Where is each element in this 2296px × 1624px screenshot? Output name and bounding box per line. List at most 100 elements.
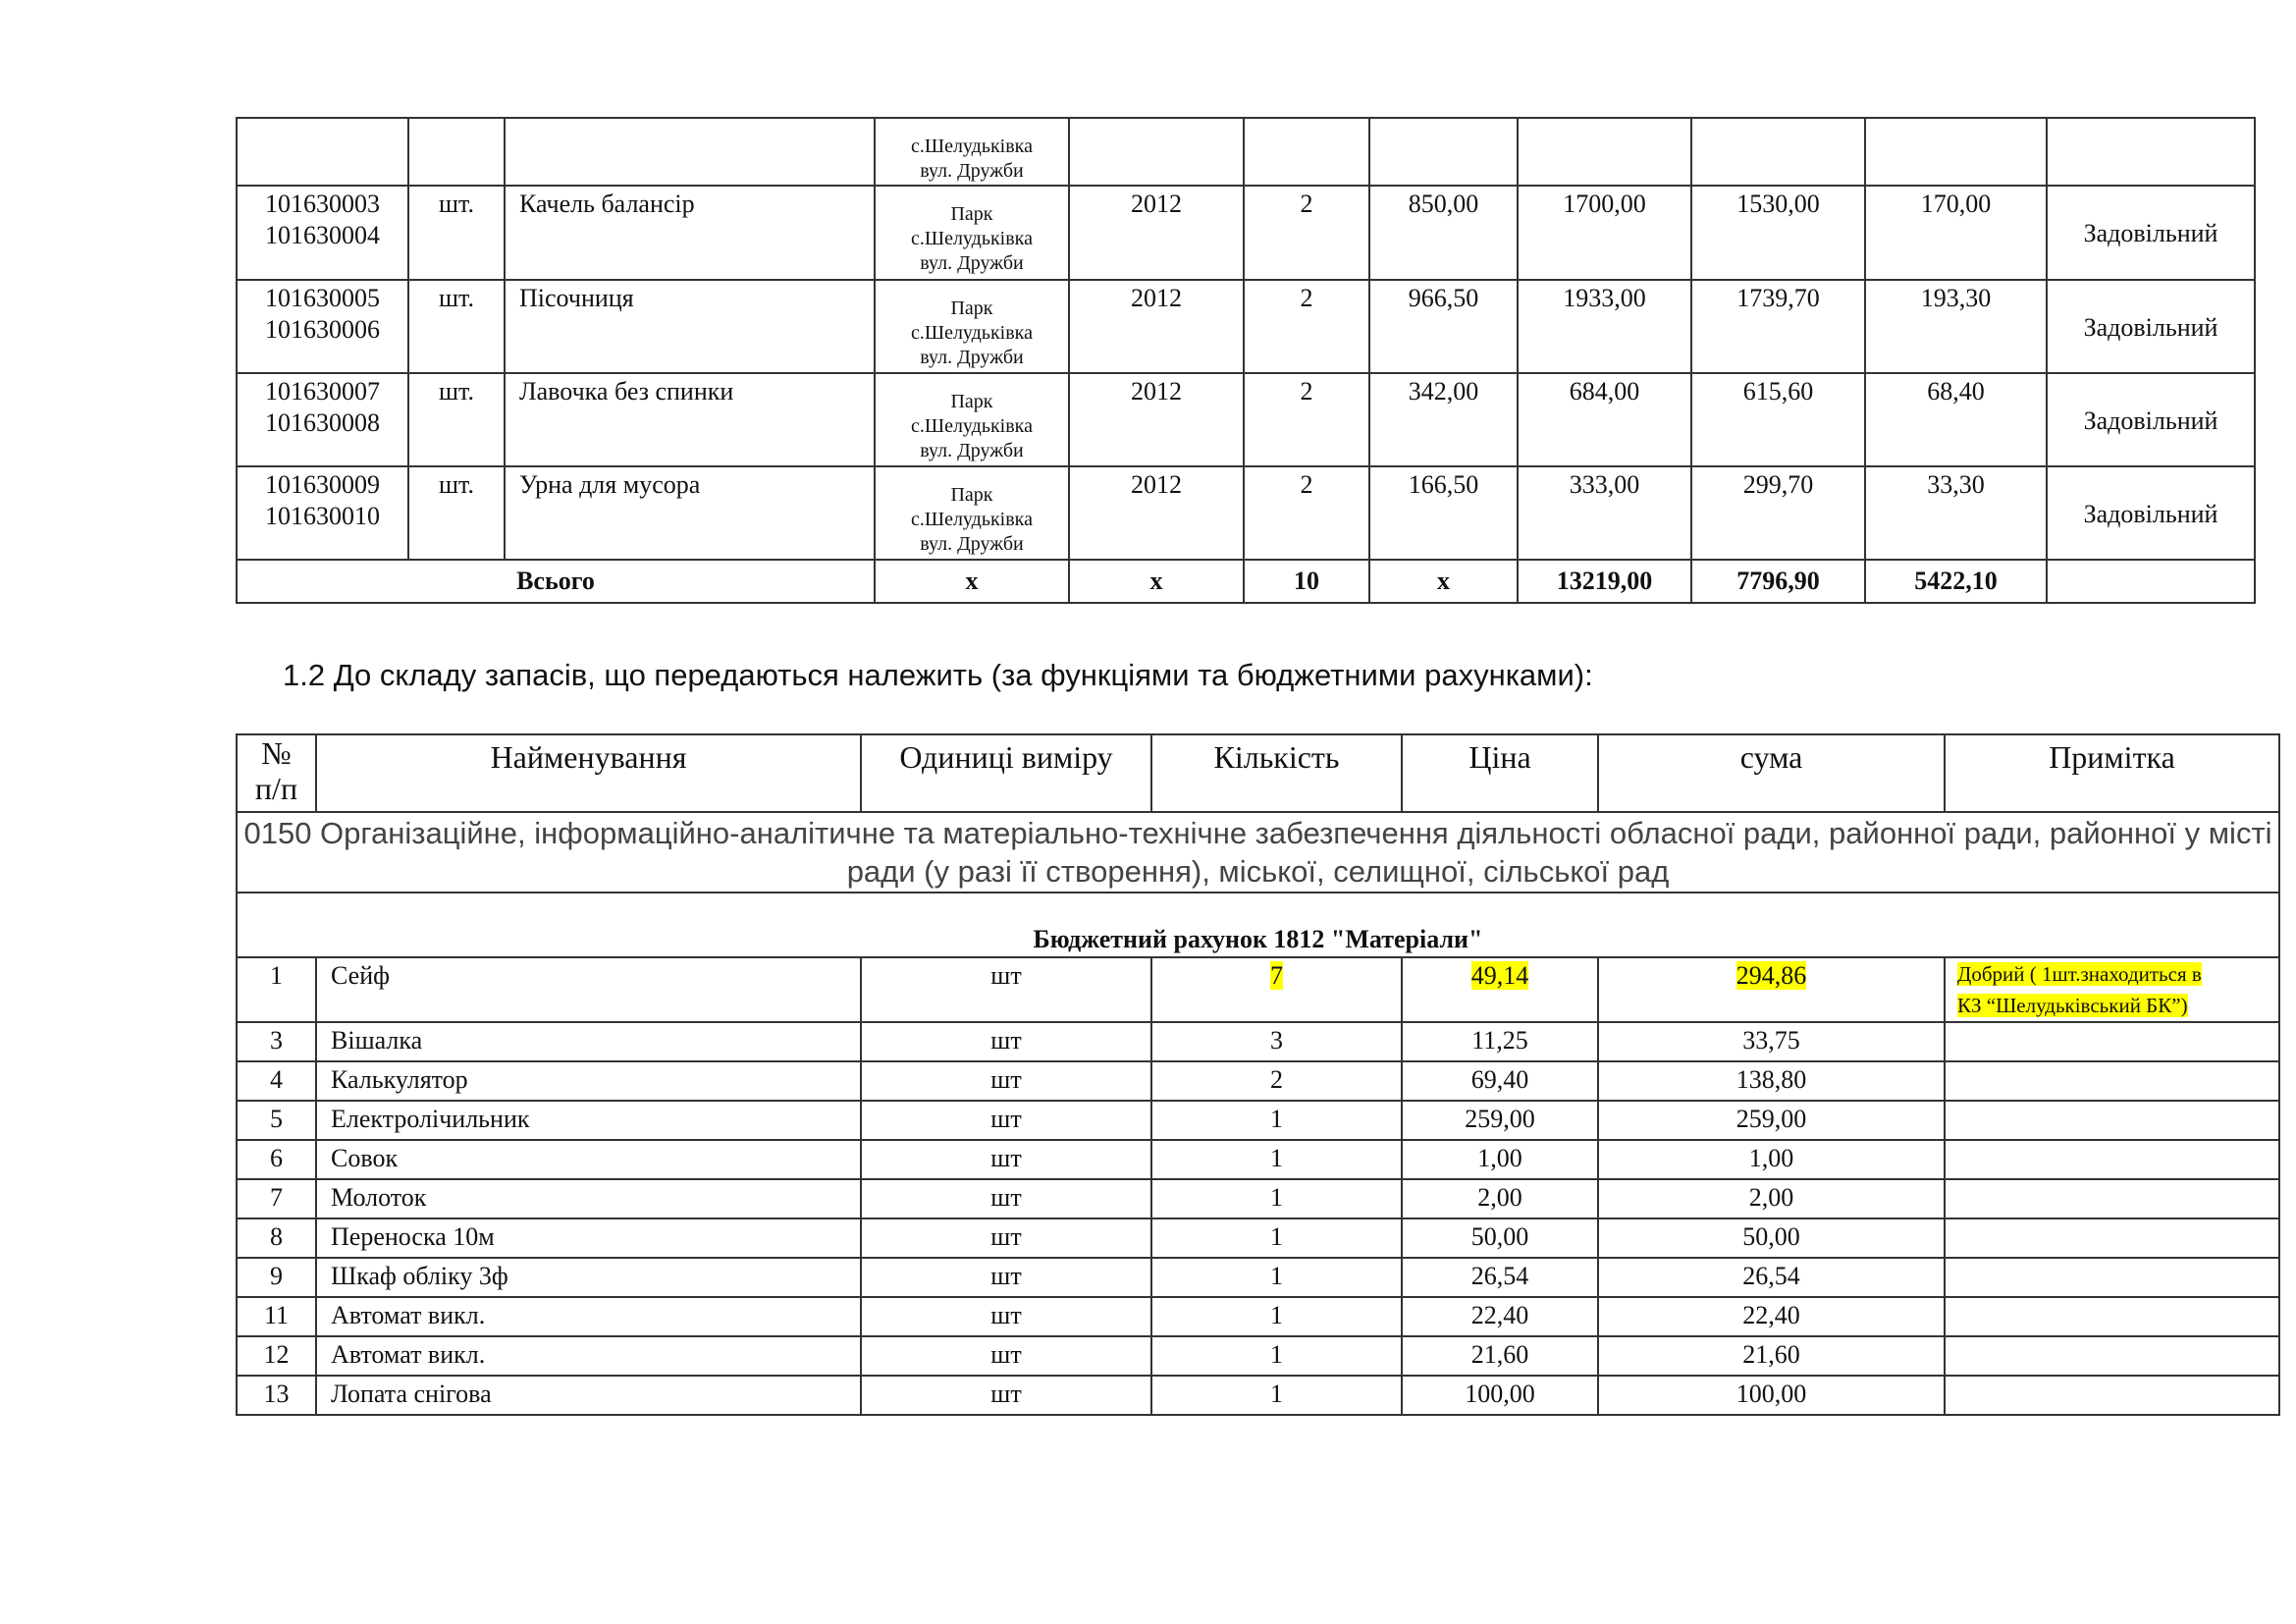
inventory-codes: 101630005 101630006 [236, 279, 409, 374]
sum-value: 1,00 [1748, 1144, 1794, 1172]
header-row: № п/п Найменування Одиниці виміру Кількіс… [236, 733, 2280, 813]
qty-value: 1 [1270, 1183, 1283, 1212]
section-heading: 1.2 До складу запасів, що передаються на… [283, 658, 1593, 692]
inventory-codes: 101630003 101630004 [236, 185, 409, 281]
note-cell [1944, 1296, 2280, 1337]
price-cell: 11,25 [1401, 1021, 1599, 1062]
num-cell: 5 [236, 1100, 317, 1141]
year-cell: 2012 [1068, 279, 1245, 374]
qty-value: 1 [1270, 1144, 1283, 1172]
header-qty: Кількість [1150, 733, 1403, 813]
sum-cell: 50,00 [1597, 1218, 1946, 1259]
empty-cell [1368, 117, 1519, 187]
inventory-code: 101630005 [265, 284, 380, 312]
qty-value: 7 [1270, 961, 1283, 990]
sum-cell: 2,00 [1597, 1178, 1946, 1219]
location-line: Парк [950, 391, 993, 412]
table-row: 3 Вішалка шт 3 11,25 33,75 [236, 1021, 2280, 1062]
num-cell: 7 [236, 1178, 317, 1219]
name-cell: Лопата снігова [315, 1375, 862, 1416]
header-sum: сума [1597, 733, 1946, 813]
num-cell: 8 [236, 1218, 317, 1259]
unit-cell: шт. [407, 185, 506, 281]
price-value: 49,14 [1470, 961, 1529, 990]
unit-cell: шт. [407, 372, 506, 467]
sum-value: 26,54 [1742, 1262, 1800, 1290]
empty-cell [1864, 117, 2048, 187]
sum-value: 22,40 [1742, 1301, 1800, 1329]
name-cell: Переноска 10м [315, 1218, 862, 1259]
num-cell: 4 [236, 1060, 317, 1102]
name-cell: Молоток [315, 1178, 862, 1219]
inventory-code: 101630010 [265, 502, 380, 530]
inventory-code: 101630006 [265, 315, 380, 344]
total-price: х [1368, 559, 1519, 604]
total-cell: 684,00 [1517, 372, 1692, 467]
location-line: с.Шелудьківка [911, 322, 1033, 344]
condition-cell: Задовільний [2046, 465, 2256, 561]
name-cell: Пісочниця [504, 279, 876, 374]
price-value: 2,00 [1477, 1183, 1522, 1212]
total-year: х [1068, 559, 1245, 604]
unit-cell: шт [860, 956, 1152, 1023]
qty-cell: 1 [1150, 1218, 1403, 1259]
sum-value: 294,86 [1735, 961, 1807, 990]
sum-value: 21,60 [1742, 1340, 1800, 1369]
sum-value: 50,00 [1742, 1222, 1800, 1251]
price-cell: 966,50 [1368, 279, 1519, 374]
condition-cell: Задовільний [2046, 185, 2256, 281]
total-row: Всього х х 10 х 13219,00 7796,90 5422,10 [236, 559, 2256, 604]
table-row: 101630009 101630010 шт. Урна для мусора Парк… [236, 465, 2256, 561]
num-cell: 11 [236, 1296, 317, 1337]
empty-cell [504, 117, 876, 187]
location-line: с.Шелудьківка [911, 135, 1033, 157]
num-cell: 13 [236, 1375, 317, 1416]
empty-cell [1068, 117, 1245, 187]
unit-cell: шт [860, 1296, 1152, 1337]
location-line: вул. Дружби [920, 533, 1024, 555]
name-cell: Совок [315, 1139, 862, 1180]
price-cell: 1,00 [1401, 1139, 1599, 1180]
sum-cell: 138,80 [1597, 1060, 1946, 1102]
condition-cell: Задовільний [2046, 279, 2256, 374]
location-line: вул. Дружби [920, 252, 1024, 274]
table-row: 9 Шкаф обліку 3ф шт 1 26,54 26,54 [236, 1257, 2280, 1298]
location-line: Парк [950, 298, 993, 319]
qty-cell: 3 [1150, 1021, 1403, 1062]
price-cell: 26,54 [1401, 1257, 1599, 1298]
sum-value: 2,00 [1748, 1183, 1794, 1212]
total-wear: 7796,90 [1690, 559, 1866, 604]
qty-cell: 1 [1150, 1335, 1403, 1377]
num-cell: 3 [236, 1021, 317, 1062]
unit-cell: шт [860, 1060, 1152, 1102]
qty-cell: 1 [1150, 1375, 1403, 1416]
price-cell: 259,00 [1401, 1100, 1599, 1141]
total-residual: 5422,10 [1864, 559, 2048, 604]
total-cell: 1933,00 [1517, 279, 1692, 374]
residual-cell: 68,40 [1864, 372, 2048, 467]
name-cell: Лавочка без спинки [504, 372, 876, 467]
note-cell [1944, 1060, 2280, 1102]
unit-cell: шт. [407, 279, 506, 374]
function-label: 0150 Організаційне, інформаційно-аналіти… [236, 811, 2280, 893]
name-cell: Електролічильник [315, 1100, 862, 1141]
fixed-assets-table: с.Шелудьківка вул. Дружби 101630003 1016300… [236, 117, 2256, 604]
qty-value: 1 [1270, 1340, 1283, 1369]
account-row: Бюджетний рахунок 1812 "Матеріали" [236, 892, 2280, 958]
name-cell: Автомат викл. [315, 1296, 862, 1337]
empty-cell [407, 117, 506, 187]
price-cell: 100,00 [1401, 1375, 1599, 1416]
table-row: 12 Автомат викл. шт 1 21,60 21,60 [236, 1335, 2280, 1377]
note-line: КЗ “Шелудьківський БК”) [1957, 994, 2188, 1017]
total-cell: 1700,00 [1517, 185, 1692, 281]
unit-cell: шт [860, 1375, 1152, 1416]
table-row: 13 Лопата снігова шт 1 100,00 100,00 [236, 1375, 2280, 1416]
inventory-code: 101630004 [265, 221, 380, 249]
wear-cell: 1739,70 [1690, 279, 1866, 374]
name-cell: Шкаф обліку 3ф [315, 1257, 862, 1298]
unit-cell: шт [860, 1021, 1152, 1062]
num-cell: 9 [236, 1257, 317, 1298]
price-cell: 166,50 [1368, 465, 1519, 561]
total-qty: 10 [1243, 559, 1370, 604]
location-line: вул. Дружби [920, 440, 1024, 461]
